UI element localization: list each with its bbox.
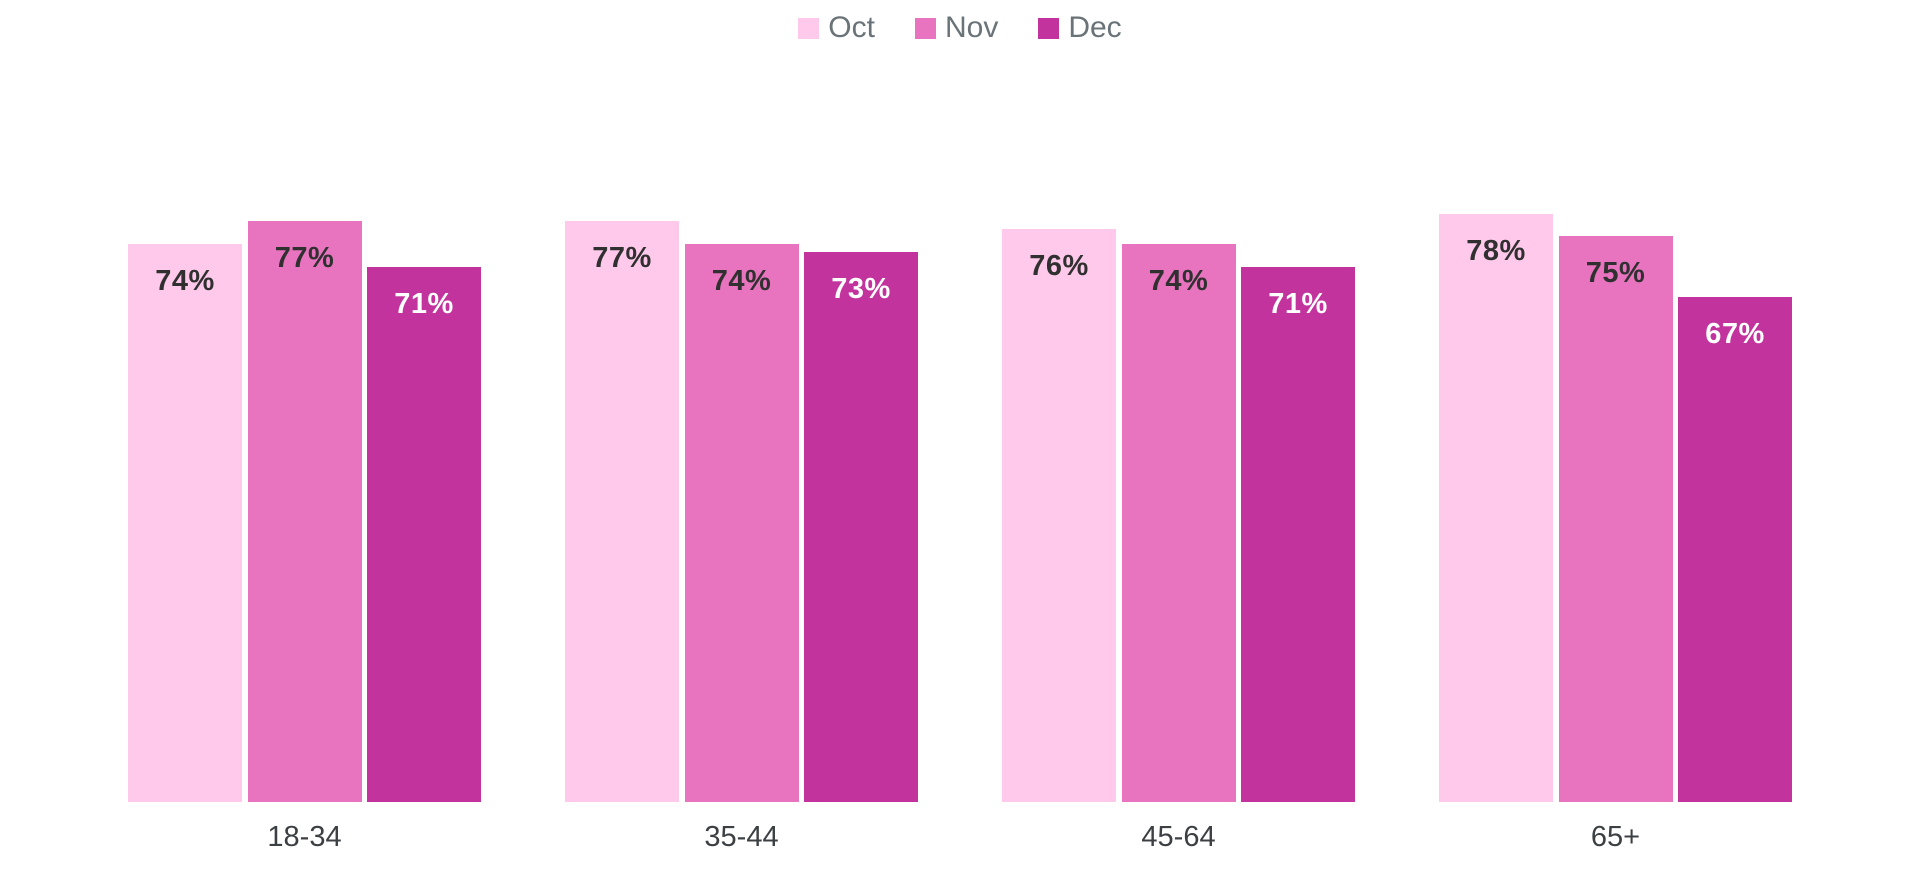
bar-value-label: 77% <box>592 242 652 274</box>
bar-value-label: 67% <box>1705 318 1765 350</box>
category-label: 18-34 <box>267 821 342 853</box>
legend-label: Dec <box>1068 11 1122 44</box>
category-label: 45-64 <box>1141 821 1216 853</box>
bar-group-65-: 78% 75% 67% 65+ <box>1439 48 1792 853</box>
bar-value-label: 74% <box>1148 265 1209 297</box>
bar-dec-65-: 67% <box>1678 297 1792 802</box>
bar-oct-45-64: 76% <box>1002 229 1116 802</box>
bar-value-label: 74% <box>711 265 772 297</box>
bar-value-label: 77% <box>274 242 335 274</box>
bar-value-label: 76% <box>1029 250 1089 282</box>
bar-value-label: 75% <box>1585 257 1646 289</box>
legend-item-dec: Dec <box>1038 11 1122 44</box>
bar-group-45-64: 76% 74% 71% 45-64 <box>1002 48 1355 853</box>
bar-oct-65-: 78% <box>1439 214 1553 802</box>
legend-label: Nov <box>944 11 999 44</box>
bar-value-label: 78% <box>1466 235 1526 267</box>
bar-nov-65-: 75% <box>1558 236 1673 802</box>
category-label: 65+ <box>1590 821 1641 853</box>
legend-label: Oct <box>828 11 875 44</box>
bar-value-label: 71% <box>1268 288 1328 320</box>
bar-nov-18-34: 77% <box>247 221 362 802</box>
legend-swatch-oct <box>798 17 820 39</box>
bar-dec-35-44: 73% <box>804 252 918 802</box>
legend-swatch-nov <box>914 17 936 39</box>
bar-group-35-44: 77% 74% 73% 35-44 <box>565 48 918 853</box>
bar-oct-35-44: 77% <box>565 221 679 802</box>
legend: Oct Nov Dec <box>0 13 1920 43</box>
legend-item-oct: Oct <box>798 13 875 43</box>
bar-value-label: 74% <box>155 265 215 297</box>
bar-nov-45-64: 74% <box>1121 244 1236 802</box>
bar-group-18-34: 74% 77% 71% 18-34 <box>128 48 481 853</box>
plot-area: 74% 77% 71% 18-34 77% 74% 73% 35-44 76% 74% 71% 45-… <box>128 48 1792 853</box>
legend-swatch-dec <box>1038 17 1060 39</box>
bar-dec-18-34: 71% <box>367 267 481 802</box>
legend-item-nov: Nov <box>914 11 999 44</box>
bar-oct-18-34: 74% <box>128 244 242 802</box>
bar-value-label: 71% <box>394 288 454 320</box>
bar-dec-45-64: 71% <box>1241 267 1355 802</box>
bar-nov-35-44: 74% <box>684 244 799 802</box>
bar-value-label: 73% <box>831 273 891 305</box>
category-label: 35-44 <box>704 821 779 853</box>
